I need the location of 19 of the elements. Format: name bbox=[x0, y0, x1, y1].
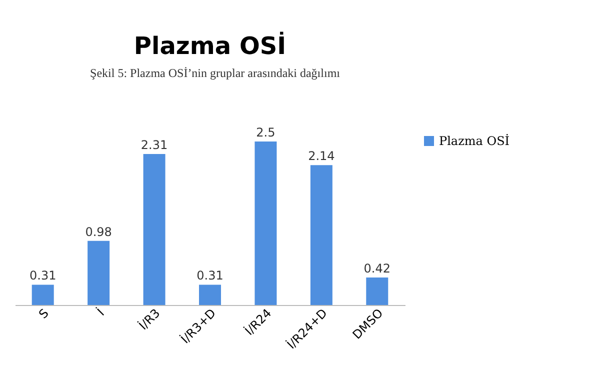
bar bbox=[32, 284, 54, 305]
text: Şekil 5: Plazma OSİ’nin gruplar arasındaki dağılımı bbox=[90, 66, 341, 80]
data-label: 2.31 bbox=[140, 138, 168, 152]
data-label: 0.42 bbox=[364, 262, 390, 276]
data-label: 0.31 bbox=[30, 268, 56, 283]
data-label: 2.14 bbox=[308, 149, 335, 164]
bar bbox=[310, 165, 332, 305]
bar bbox=[88, 240, 110, 305]
x-tick-label: İ bbox=[94, 306, 108, 318]
legend-label: Plazma OSİ bbox=[439, 133, 510, 148]
x-tick-label: S bbox=[36, 306, 52, 322]
bar bbox=[143, 154, 166, 305]
data-label: 0.98 bbox=[85, 224, 112, 239]
bar bbox=[366, 278, 388, 305]
bar bbox=[254, 142, 277, 305]
data-label: 0.31 bbox=[196, 268, 224, 283]
bar bbox=[199, 284, 221, 305]
data-label: 2.5 bbox=[256, 126, 276, 140]
chart-title: Plazma OSİ bbox=[134, 31, 286, 60]
